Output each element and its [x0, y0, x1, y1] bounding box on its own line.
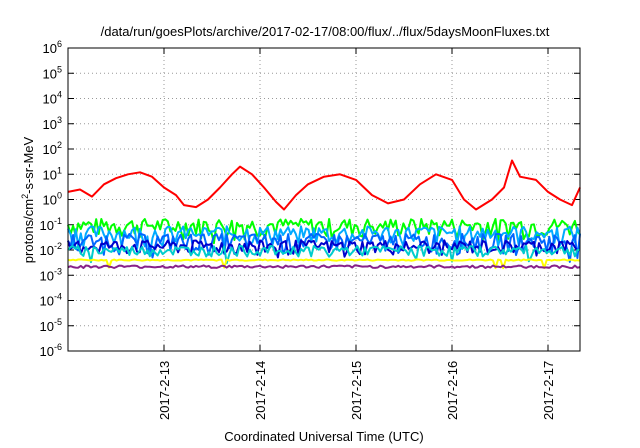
y-tick-label: 10-2 — [40, 241, 62, 258]
y-axis-label: protons/cm2-s-sr-MeV — [20, 136, 36, 263]
y-tick-label: 10-1 — [40, 216, 62, 233]
x-axis-label: Coordinated Universal Time (UTC) — [224, 429, 423, 444]
y-tick-exp: 2 — [57, 140, 62, 150]
y-tick-exp: 1 — [57, 165, 62, 175]
plot-frame — [67, 47, 581, 352]
series-line — [67, 159, 581, 211]
x-tick-label: 2017-2-16 — [445, 361, 460, 420]
series-line — [67, 264, 581, 269]
y-tick-label: 106 — [43, 39, 62, 56]
y-label-base: protons/cm — [21, 199, 36, 263]
y-tick-exp: -6 — [54, 342, 62, 352]
y-tick-base: 10 — [43, 41, 57, 56]
y-tick-base: 10 — [43, 117, 57, 132]
grid — [68, 48, 580, 351]
x-axis-ticks: 2017-2-13 2017-2-14 2017-2-15 2017-2-16 2017… — [157, 48, 556, 420]
series-line — [67, 232, 581, 263]
y-tick-base: 10 — [43, 142, 57, 157]
y-tick-base: 10 — [40, 218, 54, 233]
x-tick-label: 2017-2-13 — [157, 361, 172, 420]
series-group — [67, 159, 581, 270]
x-tick-label: 2017-2-17 — [541, 361, 556, 420]
y-tick-exp: -4 — [54, 292, 62, 302]
y-tick-label: 10-4 — [40, 292, 62, 309]
y-tick-exp: -5 — [54, 317, 62, 327]
y-tick-base: 10 — [43, 66, 57, 81]
series-line — [67, 239, 581, 259]
y-tick-exp: 0 — [57, 191, 62, 201]
y-tick-exp: -1 — [54, 216, 62, 226]
y-tick-label: 104 — [43, 90, 62, 107]
y-tick-label: 102 — [43, 140, 62, 157]
y-tick-base: 10 — [43, 92, 57, 107]
y-tick-label: 105 — [43, 64, 62, 81]
y-tick-exp: -3 — [54, 266, 62, 276]
y-label-sup: 2 — [20, 194, 30, 199]
y-tick-label: 10-6 — [40, 342, 62, 359]
series-line — [67, 244, 580, 265]
y-tick-exp: 5 — [57, 64, 62, 74]
y-axis-ticks: 10610510410310210110010-110-210-310-410-… — [40, 39, 580, 359]
y-tick-exp: 3 — [57, 115, 62, 125]
y-tick-exp: -2 — [54, 241, 62, 251]
y-tick-label: 100 — [43, 191, 62, 208]
y-label-rest: -s-sr-MeV — [21, 136, 36, 193]
y-tick-base: 10 — [40, 319, 54, 334]
x-tick-label: 2017-2-15 — [349, 361, 364, 420]
chart-title: /data/run/goesPlots/archive/2017-02-17/0… — [101, 24, 550, 39]
y-tick-base: 10 — [43, 193, 57, 208]
y-tick-base: 10 — [40, 243, 54, 258]
y-tick-base: 10 — [40, 268, 54, 283]
y-tick-exp: 4 — [57, 90, 62, 100]
y-tick-exp: 6 — [57, 39, 62, 49]
y-tick-base: 10 — [40, 344, 54, 359]
y-tick-base: 10 — [43, 167, 57, 182]
y-tick-base: 10 — [40, 294, 54, 309]
y-tick-label: 103 — [43, 115, 62, 132]
x-tick-label: 2017-2-14 — [253, 361, 268, 420]
series-line — [67, 225, 581, 256]
y-tick-label: 101 — [43, 165, 62, 182]
y-tick-label: 10-3 — [40, 266, 62, 283]
y-tick-label: 10-5 — [40, 317, 62, 334]
